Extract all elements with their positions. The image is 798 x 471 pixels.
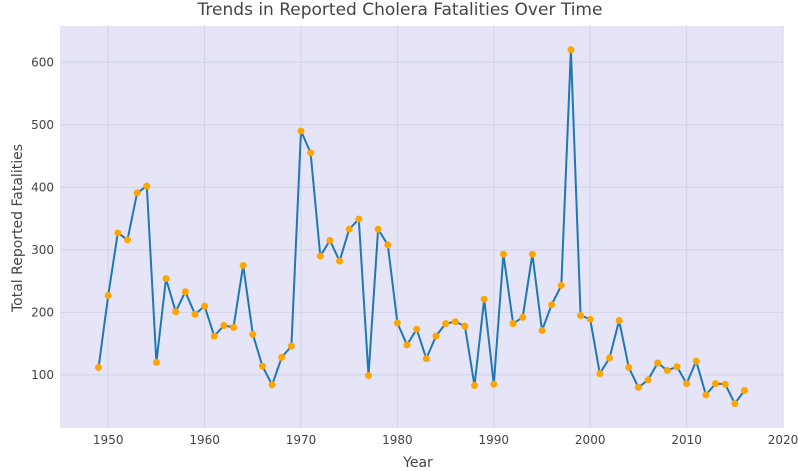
data-point[interactable] <box>307 149 315 157</box>
y-axis-label: Total Reported Fatalities <box>10 144 26 313</box>
data-point[interactable] <box>461 322 469 330</box>
y-axis-ticks: 100 200 300 400 500 600 <box>31 55 54 382</box>
data-point[interactable] <box>422 355 430 363</box>
data-point[interactable] <box>114 229 122 237</box>
data-point[interactable] <box>143 182 151 190</box>
y-tick-label: 500 <box>31 118 54 132</box>
y-tick-label: 600 <box>31 55 54 69</box>
plot-area <box>60 26 783 428</box>
chart-title: Trends in Reported Cholera Fatalities Ov… <box>197 0 603 20</box>
data-point[interactable] <box>364 371 372 379</box>
x-tick-label: 1960 <box>189 433 220 447</box>
data-point[interactable] <box>663 366 671 374</box>
data-point[interactable] <box>432 332 440 340</box>
y-tick-label: 300 <box>31 243 54 257</box>
data-point[interactable] <box>316 252 324 260</box>
data-point[interactable] <box>355 215 363 223</box>
data-point[interactable] <box>201 302 209 310</box>
data-point[interactable] <box>345 225 353 233</box>
data-point[interactable] <box>740 386 748 394</box>
data-point[interactable] <box>528 250 536 258</box>
data-point[interactable] <box>692 357 700 365</box>
data-point[interactable] <box>712 380 720 388</box>
data-point[interactable] <box>162 275 170 283</box>
data-point[interactable] <box>654 359 662 367</box>
data-point[interactable] <box>683 380 691 388</box>
data-point-group <box>95 46 748 408</box>
data-point[interactable] <box>393 319 401 327</box>
data-point[interactable] <box>278 353 286 361</box>
data-point[interactable] <box>557 281 565 289</box>
data-point[interactable] <box>490 380 498 388</box>
data-point[interactable] <box>605 354 613 362</box>
data-point[interactable] <box>191 310 199 318</box>
data-point[interactable] <box>249 330 257 338</box>
data-point[interactable] <box>95 363 103 371</box>
data-point[interactable] <box>181 288 189 296</box>
data-point[interactable] <box>615 316 623 324</box>
data-point[interactable] <box>297 127 305 135</box>
data-point[interactable] <box>384 241 392 249</box>
x-axis-label: Year <box>402 455 433 467</box>
data-point[interactable] <box>625 363 633 371</box>
data-point[interactable] <box>548 301 556 309</box>
data-point[interactable] <box>480 295 488 303</box>
data-point[interactable] <box>326 236 334 244</box>
data-point[interactable] <box>731 400 739 408</box>
x-tick-label: 1950 <box>93 433 124 447</box>
data-point[interactable] <box>220 321 228 329</box>
data-point[interactable] <box>567 46 575 54</box>
data-point[interactable] <box>519 313 527 321</box>
data-point[interactable] <box>596 370 604 378</box>
x-tick-label: 2000 <box>575 433 606 447</box>
data-point[interactable] <box>123 236 131 244</box>
data-point[interactable] <box>210 332 218 340</box>
data-point[interactable] <box>577 311 585 319</box>
data-point[interactable] <box>403 341 411 349</box>
data-point[interactable] <box>104 291 112 299</box>
data-point[interactable] <box>538 326 546 334</box>
series-line-group <box>97 48 746 405</box>
y-tick-label: 200 <box>31 305 54 319</box>
data-point[interactable] <box>634 383 642 391</box>
x-tick-label: 1990 <box>479 433 510 447</box>
y-tick-label: 100 <box>31 368 54 382</box>
data-point[interactable] <box>336 257 344 265</box>
data-point[interactable] <box>239 261 247 269</box>
data-point[interactable] <box>442 320 450 328</box>
x-axis-ticks: 1950 1960 1970 1980 1990 2000 2010 2020 <box>93 433 798 447</box>
data-point[interactable] <box>374 225 382 233</box>
data-point[interactable] <box>471 381 479 389</box>
gridlines <box>60 26 784 428</box>
data-point[interactable] <box>509 320 517 328</box>
data-point[interactable] <box>413 325 421 333</box>
series-line <box>97 48 746 405</box>
data-point[interactable] <box>702 391 710 399</box>
x-tick-label: 2020 <box>768 433 798 447</box>
data-point[interactable] <box>644 376 652 384</box>
data-point[interactable] <box>673 363 681 371</box>
data-point[interactable] <box>268 381 276 389</box>
data-point[interactable] <box>499 250 507 258</box>
data-point[interactable] <box>258 362 266 370</box>
data-point[interactable] <box>172 308 180 316</box>
data-point[interactable] <box>152 358 160 366</box>
x-tick-label: 2010 <box>671 433 702 447</box>
data-point[interactable] <box>451 318 459 326</box>
data-point[interactable] <box>133 189 141 197</box>
y-tick-label: 400 <box>31 180 54 194</box>
data-point[interactable] <box>721 380 729 388</box>
data-point[interactable] <box>287 342 295 350</box>
data-point[interactable] <box>586 315 594 323</box>
x-tick-label: 1980 <box>382 433 413 447</box>
x-tick-label: 1970 <box>286 433 317 447</box>
data-point[interactable] <box>230 323 238 331</box>
